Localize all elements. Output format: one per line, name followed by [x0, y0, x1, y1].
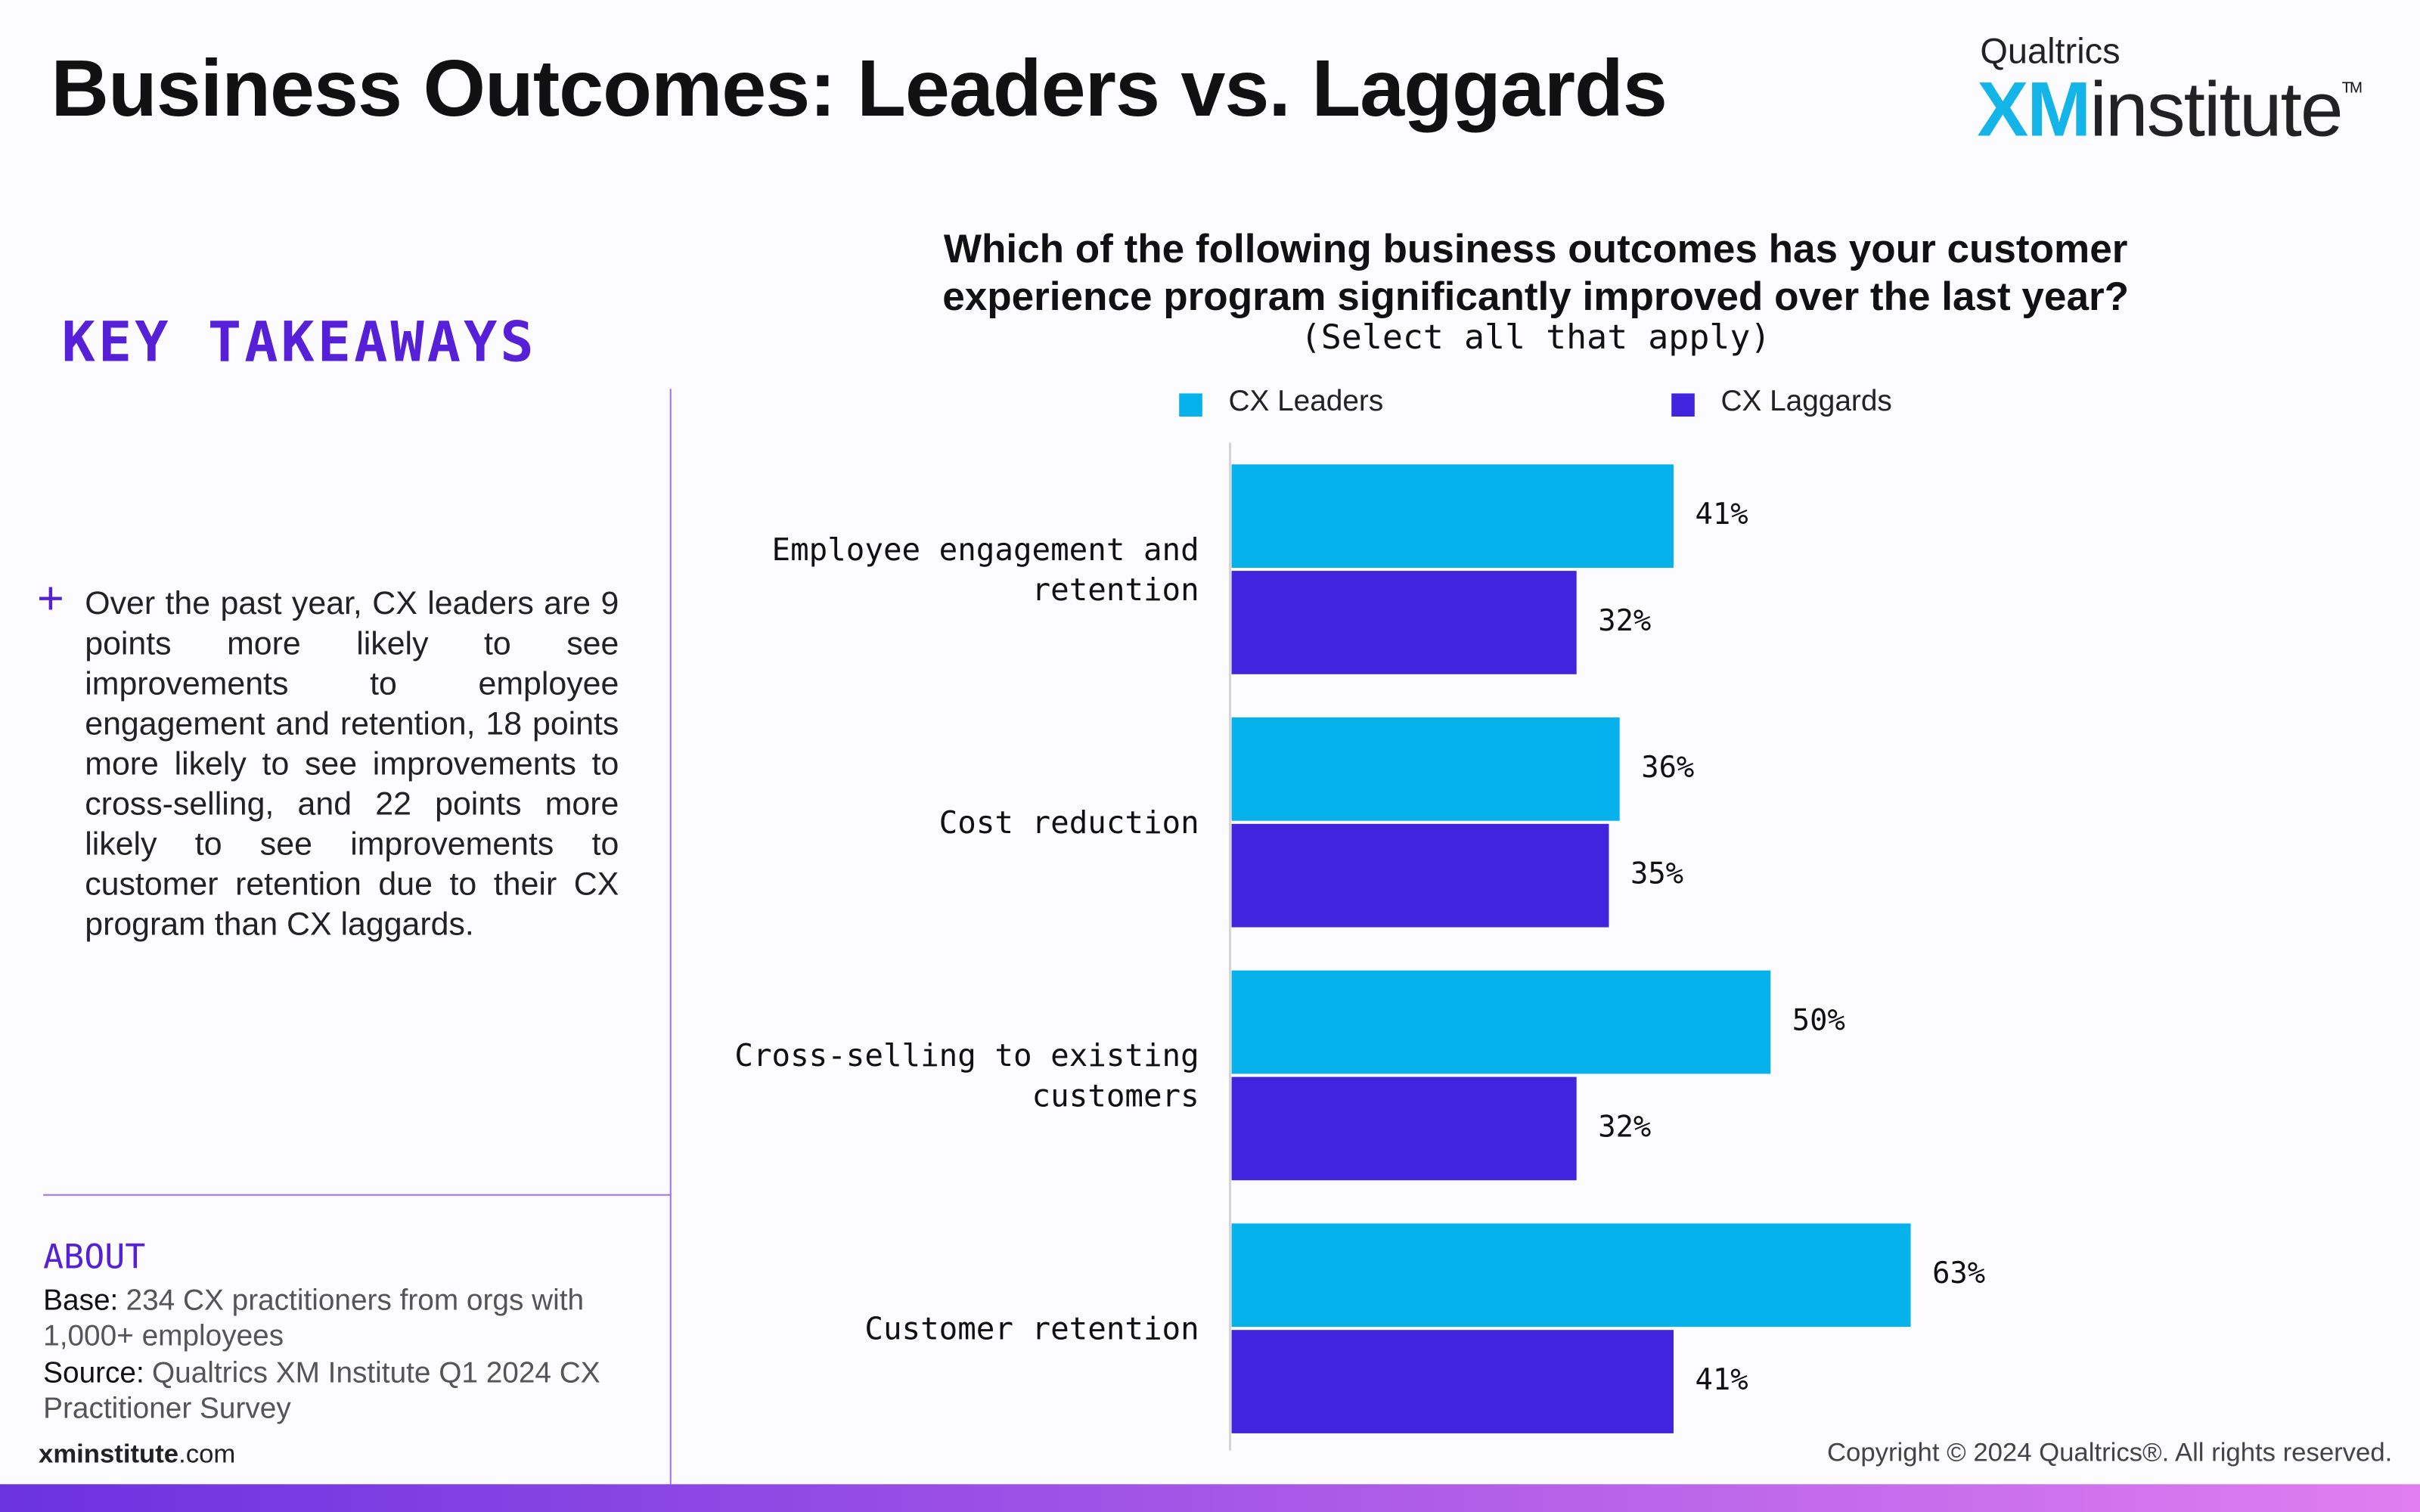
site-rest: .com [178, 1439, 236, 1469]
category-label: Cost reduction [939, 804, 1199, 841]
category-label: Cross-selling to existing customers [734, 1036, 1199, 1114]
takeaways-heading: KEY TAKEAWAYS [61, 311, 537, 375]
bullet: + [36, 574, 64, 625]
text: Qualtrics XM Institute Q1 2024 CX Practi… [43, 1357, 600, 1426]
category-label: Customer retention [864, 1309, 1199, 1347]
value-label: 63% [1932, 1256, 1985, 1290]
chart-title: Which of the following business outcomes… [942, 225, 2130, 320]
about-base: Base: 234 CX practitioners from orgs with… [43, 1284, 630, 1355]
footer-bar [0, 1484, 2420, 1512]
logo: XMinstituteTM [1977, 65, 2363, 154]
legend-swatch [1179, 393, 1202, 417]
bar [1231, 717, 1620, 821]
bar [1231, 1077, 1577, 1181]
bar [1231, 970, 1771, 1074]
bar [1231, 571, 1577, 674]
bar [1231, 1223, 1911, 1328]
logo-tm: TM [2341, 80, 2363, 98]
value-label: 41% [1696, 1363, 1748, 1397]
legend-label: CX Laggards [1721, 385, 1892, 417]
bar [1231, 464, 1674, 569]
logo-xm: XM [1977, 66, 2091, 153]
logo-qualtrics: Qualtrics [1980, 30, 2121, 71]
label: Base: [43, 1285, 119, 1318]
takeaway-text: Over the past year, CX leaders are 9 poi… [85, 586, 619, 943]
value-label: 32% [1598, 604, 1651, 638]
chart-subtitle: (Select all that apply) [1300, 319, 1771, 358]
legend-label: CX Leaders [1228, 385, 1383, 417]
text: 234 CX practitioners from orgs with 1,00… [43, 1285, 585, 1353]
value-label: 50% [1792, 1004, 1845, 1038]
label: Source: [43, 1357, 144, 1390]
value-label: 32% [1598, 1110, 1651, 1144]
legend-swatch [1671, 393, 1695, 417]
about-source: Source: Qualtrics XM Institute Q1 2024 CX… [43, 1356, 630, 1427]
value-label: 36% [1641, 751, 1694, 785]
value-label: 35% [1630, 857, 1683, 891]
category-label: Employee engagement and retention [771, 531, 1199, 609]
divider [669, 389, 672, 1485]
value-label: 41% [1696, 497, 1748, 531]
copyright: Copyright © 2024 Qualtrics®. All rights … [1827, 1438, 2393, 1467]
logo-institute: institute [2090, 66, 2343, 153]
about-heading: ABOUT [43, 1238, 146, 1278]
site-bold: xminstitute [39, 1439, 179, 1469]
divider [43, 1194, 672, 1196]
slide-title: Business Outcomes: Leaders vs. Laggards [51, 45, 1668, 135]
bar [1231, 1330, 1674, 1433]
site-link[interactable]: xminstitute.com [39, 1439, 235, 1470]
bar [1231, 823, 1609, 928]
